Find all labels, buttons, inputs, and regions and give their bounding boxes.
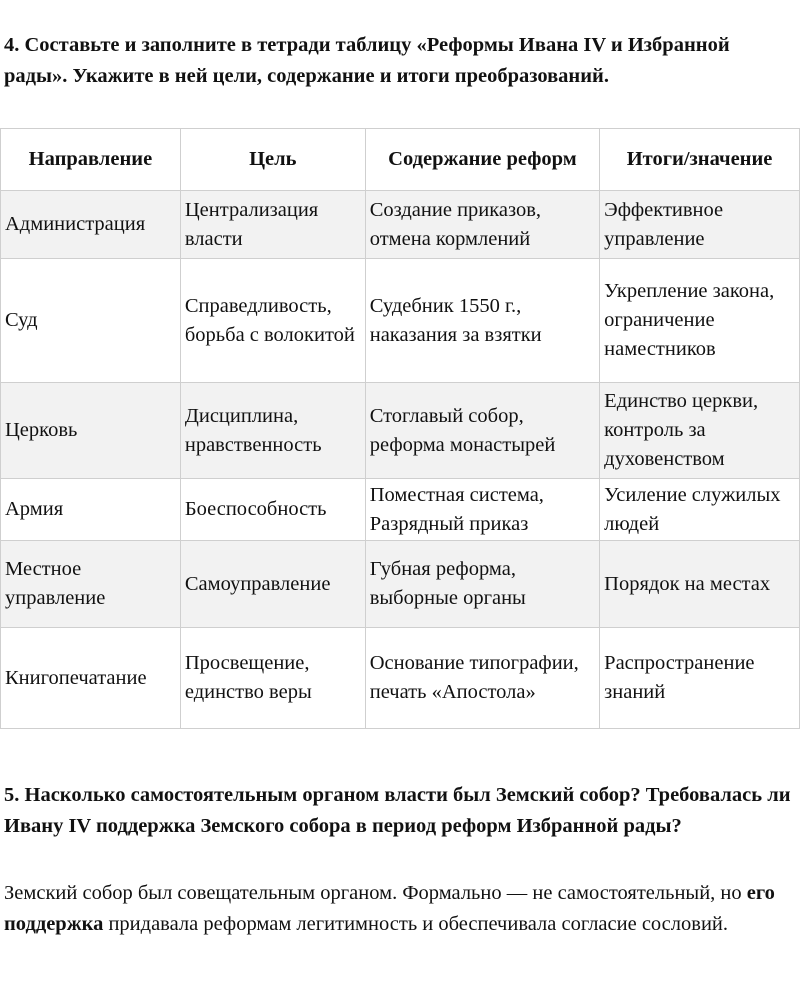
cell: Стоглавый собор, реформа монастырей xyxy=(364,382,601,479)
cell: Самоуправление xyxy=(179,540,366,628)
cell: Боеспособность xyxy=(179,478,366,541)
cell: Укрепление закона, ограничение наместник… xyxy=(599,258,800,383)
cell: Поместная система, Разрядный приказ xyxy=(364,478,601,541)
table-header-row: Направление Цель Содержание реформ Итоги… xyxy=(0,128,800,191)
cell: Централизация власти xyxy=(179,190,366,259)
table-row: Армия Боеспособность Поместная система, … xyxy=(0,478,800,541)
cell: Администрация xyxy=(0,190,181,259)
cell: Создание приказов, отмена кормлений xyxy=(364,190,601,259)
reforms-table: Направление Цель Содержание реформ Итоги… xyxy=(0,128,800,729)
question-4-title: 4. Составьте и заполните в тетради табли… xyxy=(4,34,730,87)
question-5-answer: Земский собор был совещательным органом.… xyxy=(4,878,792,940)
answer-text: Земский собор был совещательным органом.… xyxy=(4,882,747,904)
cell: Порядок на местах xyxy=(599,540,800,628)
table-row: Церковь Дисциплина, нравственность Стогл… xyxy=(0,382,800,479)
cell: Дисциплина, нравственность xyxy=(179,382,366,479)
header-results: Итоги/значение xyxy=(599,128,800,191)
cell: Единство церкви, контроль за духовенство… xyxy=(599,382,800,479)
answer-text: придавала реформам легитимность и обеспе… xyxy=(103,913,729,935)
header-direction: Направление xyxy=(0,128,181,191)
answer-bold-text: его поддержка xyxy=(4,882,775,935)
cell: Просвещение, единство веры xyxy=(179,627,366,729)
cell: Местное управление xyxy=(0,540,181,628)
cell: Книгопечатание xyxy=(0,627,181,729)
cell: Губная реформа, выборные органы xyxy=(364,540,601,628)
cell: Распространение знаний xyxy=(599,627,800,729)
cell: Основание типографии, печать «Апостола» xyxy=(364,627,601,729)
table-row: Суд Справедливость, борьба с волокитой С… xyxy=(0,258,800,383)
table-row: Книгопечатание Просвещение, единство вер… xyxy=(0,627,800,729)
cell: Судебник 1550 г., наказания за взятки xyxy=(364,258,601,383)
header-content: Содержание реформ xyxy=(364,128,601,191)
header-goal: Цель xyxy=(179,128,366,191)
table-row: Администрация Централизация власти Созда… xyxy=(0,190,800,259)
table-row: Местное управление Самоуправление Губная… xyxy=(0,540,800,628)
cell: Церковь xyxy=(0,382,181,479)
cell: Армия xyxy=(0,478,181,541)
cell: Суд xyxy=(0,258,181,383)
question-5-title: 5. Насколько самостоятельным органом вла… xyxy=(4,784,791,837)
cell: Эффективное управление xyxy=(599,190,800,259)
cell: Справедливость, борьба с волокитой xyxy=(179,258,366,383)
cell: Усиление служилых людей xyxy=(599,478,800,541)
